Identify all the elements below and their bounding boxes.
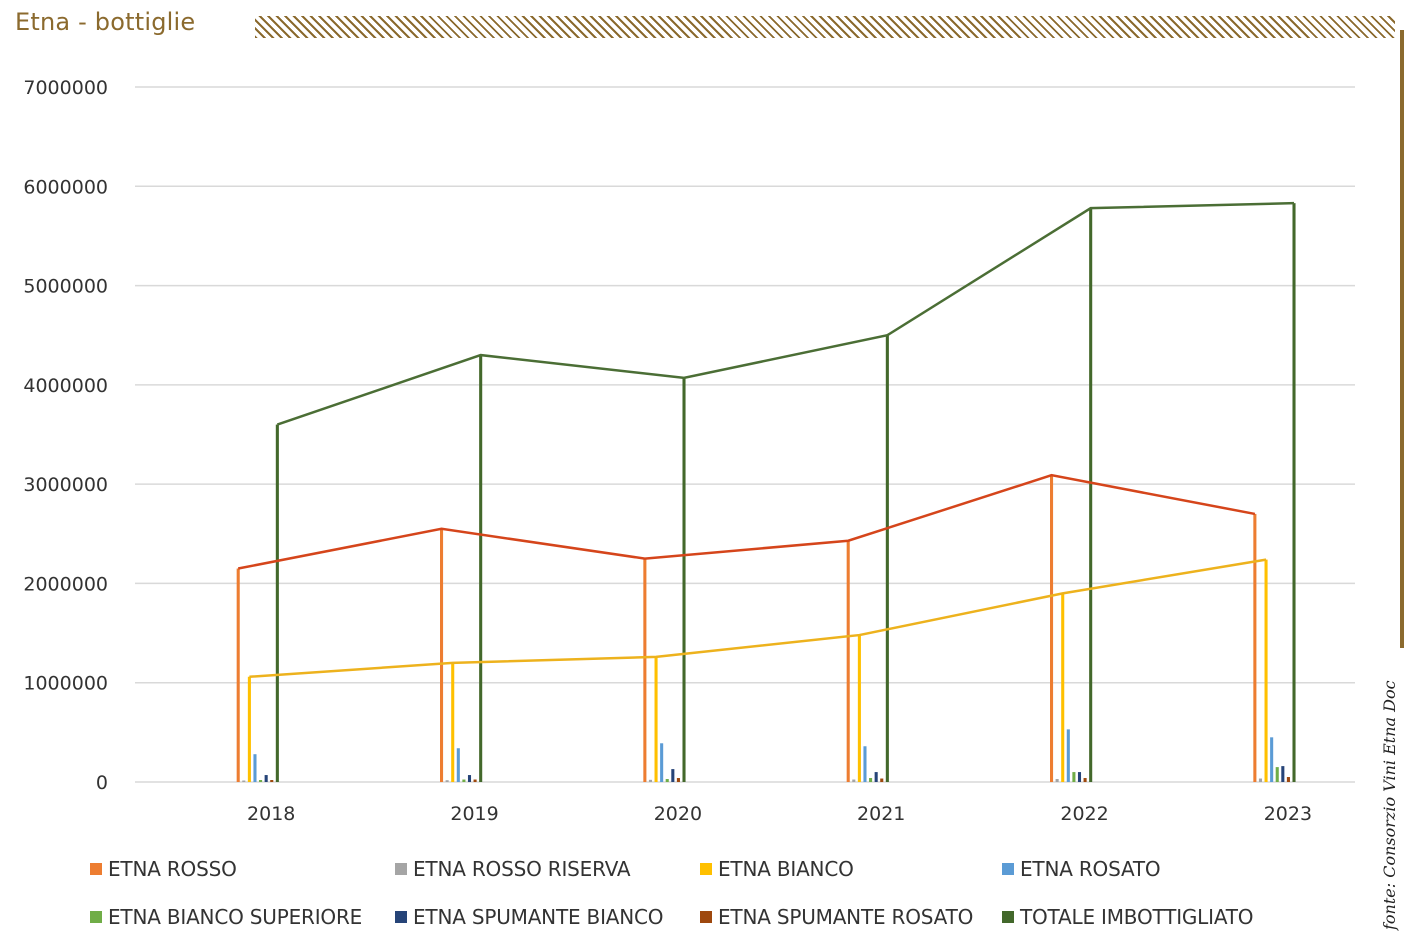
page-title: Etna - bottiglie xyxy=(15,8,196,36)
bar-totale-imbottigliato-2021 xyxy=(885,335,889,782)
bar-etna-bianco-2020 xyxy=(654,656,658,782)
legend-swatch xyxy=(1002,863,1014,875)
trend-line-totale-imbottigliato xyxy=(276,201,1295,426)
legend-item: ETNA ROSSO RISERVA xyxy=(395,855,631,883)
bar-etna-rosso-riserva-2019 xyxy=(445,780,449,782)
legend-label: ETNA ROSSO RISERVA xyxy=(413,857,631,881)
legend-label: ETNA SPUMANTE BIANCO xyxy=(413,905,664,929)
legend-item: TOTALE IMBOTTIGLIATO xyxy=(1002,903,1254,931)
legend-item: ETNA ROSSO xyxy=(90,855,237,883)
decorative-vertical-rule xyxy=(1400,30,1404,648)
bar-etna-rosso-riserva-2022 xyxy=(1055,779,1059,782)
y-tick-label: 0 xyxy=(96,772,108,794)
bar-etna-rosato-2023 xyxy=(1270,737,1274,782)
bar-etna-rosso-2020 xyxy=(643,558,647,782)
bar-etna-rosato-2018 xyxy=(253,754,257,782)
legend-swatch xyxy=(395,911,407,923)
bar-etna-spumante-bianco-2020 xyxy=(671,769,675,782)
legend-swatch xyxy=(1002,911,1014,923)
bar-etna-spumante-rosato-2023 xyxy=(1286,777,1290,782)
bar-etna-rosso-2023 xyxy=(1253,513,1257,782)
bar-totale-imbottigliato-2023 xyxy=(1292,203,1296,782)
legend-swatch xyxy=(700,863,712,875)
x-tick-label: 2023 xyxy=(1264,803,1312,825)
chart-trend-lines xyxy=(237,201,1295,679)
bar-etna-bianco-superiore-2018 xyxy=(259,780,263,782)
y-tick-label: 1000000 xyxy=(23,673,108,695)
bar-totale-imbottigliato-2022 xyxy=(1089,208,1093,783)
x-tick-label: 2019 xyxy=(450,803,498,825)
legend-label: ETNA BIANCO xyxy=(718,857,854,881)
legend-label: ETNA BIANCO SUPERIORE xyxy=(108,905,363,929)
bar-etna-rosso-riserva-2023 xyxy=(1258,778,1263,782)
bar-totale-imbottigliato-2020 xyxy=(682,377,686,782)
legend-swatch xyxy=(90,863,102,875)
legend-swatch xyxy=(90,911,102,923)
legend-item: ETNA BIANCO xyxy=(700,855,854,883)
bar-etna-rosso-2021 xyxy=(846,540,850,782)
y-axis-ticks: 0 1000000 2000000 3000000 4000000 5000000 6000… xyxy=(23,77,108,794)
bar-etna-rosso-riserva-2021 xyxy=(852,779,856,782)
bar-etna-spumante-rosato-2021 xyxy=(880,778,884,782)
bar-etna-spumante-bianco-2023 xyxy=(1281,766,1285,782)
trend-line-etna-bianco xyxy=(249,558,1267,679)
bar-etna-spumante-bianco-2018 xyxy=(264,775,268,782)
chart-gridlines xyxy=(135,86,1355,783)
legend-item: ETNA SPUMANTE BIANCO xyxy=(395,903,664,931)
x-tick-label: 2020 xyxy=(654,803,702,825)
decorative-hatch-band xyxy=(255,16,1395,38)
legend-label: ETNA ROSATO xyxy=(1020,857,1161,881)
legend-label: TOTALE IMBOTTIGLIATO xyxy=(1020,905,1254,929)
source-prefix: fonte: xyxy=(1380,882,1399,930)
bar-etna-bianco-superiore-2020 xyxy=(665,779,669,782)
bar-etna-rosso-2018 xyxy=(236,568,240,782)
x-tick-label: 2018 xyxy=(247,803,295,825)
bar-etna-bianco-superiore-2019 xyxy=(462,779,466,782)
x-tick-label: 2022 xyxy=(1060,803,1108,825)
bar-etna-rosato-2019 xyxy=(456,748,460,782)
x-axis-ticks: 2018 2019 2020 2021 2022 2023 xyxy=(247,803,1312,825)
y-tick-label: 7000000 xyxy=(23,77,108,99)
bar-etna-spumante-rosato-2019 xyxy=(473,779,477,782)
bar-etna-rosso-riserva-2018 xyxy=(242,780,246,782)
bar-etna-spumante-rosato-2022 xyxy=(1083,778,1087,782)
bar-etna-bianco-2018 xyxy=(247,676,251,782)
y-tick-label: 5000000 xyxy=(23,276,108,298)
bar-etna-spumante-bianco-2019 xyxy=(467,775,472,782)
bar-etna-rosato-2021 xyxy=(863,746,867,782)
bar-totale-imbottigliato-2019 xyxy=(479,355,483,782)
chart-bars xyxy=(236,203,1296,783)
bar-etna-bianco-superiore-2021 xyxy=(869,778,873,782)
legend-label: ETNA SPUMANTE ROSATO xyxy=(718,905,974,929)
trend-line-etna-rosso xyxy=(237,473,1256,570)
bar-etna-spumante-bianco-2022 xyxy=(1077,772,1082,782)
bar-etna-bianco-superiore-2023 xyxy=(1275,767,1279,782)
bar-etna-bianco-2022 xyxy=(1061,593,1065,782)
bar-etna-rosato-2020 xyxy=(660,743,664,782)
bar-etna-bianco-2021 xyxy=(857,635,861,782)
chart: 0 1000000 2000000 3000000 4000000 5000000 6000… xyxy=(23,77,1355,825)
legend-swatch xyxy=(700,911,712,923)
bar-totale-imbottigliato-2018 xyxy=(275,424,279,782)
y-tick-label: 6000000 xyxy=(23,176,108,198)
bar-etna-rosso-2022 xyxy=(1050,475,1054,782)
legend-swatch xyxy=(395,863,407,875)
y-tick-label: 2000000 xyxy=(23,573,108,595)
bar-etna-bianco-superiore-2022 xyxy=(1072,772,1076,782)
bar-etna-spumante-rosato-2018 xyxy=(270,780,274,782)
legend-item: ETNA ROSATO xyxy=(1002,855,1161,883)
legend-label: ETNA ROSSO xyxy=(108,857,237,881)
legend-item: ETNA SPUMANTE ROSATO xyxy=(700,903,973,931)
x-tick-label: 2021 xyxy=(857,803,905,825)
y-tick-label: 4000000 xyxy=(23,375,108,397)
bar-etna-spumante-rosato-2020 xyxy=(676,778,680,782)
legend-item: ETNA BIANCO SUPERIORE xyxy=(90,903,362,931)
y-tick-label: 3000000 xyxy=(23,474,108,496)
bar-etna-spumante-bianco-2021 xyxy=(874,772,878,782)
bar-etna-rosso-riserva-2020 xyxy=(648,779,653,782)
bar-etna-bianco-2023 xyxy=(1264,559,1268,782)
bar-etna-rosato-2022 xyxy=(1066,729,1070,782)
bar-etna-rosso-2019 xyxy=(440,528,444,782)
bar-etna-bianco-2019 xyxy=(451,662,455,782)
